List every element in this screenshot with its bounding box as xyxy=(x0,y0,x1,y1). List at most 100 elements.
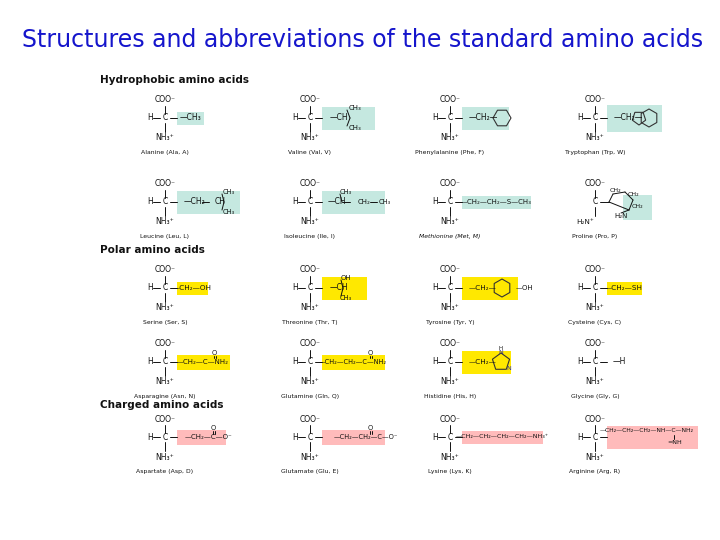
Text: COO⁻: COO⁻ xyxy=(585,415,606,423)
Text: Lysine (Lys, K): Lysine (Lys, K) xyxy=(428,469,472,474)
Text: —CH₂—: —CH₂— xyxy=(469,113,498,123)
Text: NH₃⁺: NH₃⁺ xyxy=(441,303,459,313)
Text: NH₃⁺: NH₃⁺ xyxy=(301,133,320,143)
Text: CH₃: CH₃ xyxy=(223,189,235,195)
FancyBboxPatch shape xyxy=(606,426,698,449)
Text: C: C xyxy=(307,113,312,123)
Text: Threonine (Thr, T): Threonine (Thr, T) xyxy=(282,320,338,325)
Text: Charged amino acids: Charged amino acids xyxy=(100,400,223,410)
Text: —CH: —CH xyxy=(328,198,346,206)
Text: COO⁻: COO⁻ xyxy=(439,96,461,105)
Text: C: C xyxy=(447,198,453,206)
Text: NH₃⁺: NH₃⁺ xyxy=(156,377,174,387)
Text: Cysteine (Cys, C): Cysteine (Cys, C) xyxy=(568,320,621,325)
Text: Polar amino acids: Polar amino acids xyxy=(100,245,205,255)
Text: —CH₂—: —CH₂— xyxy=(614,113,644,123)
Text: H: H xyxy=(432,433,438,442)
Text: H: H xyxy=(577,433,583,442)
Text: Glutamine (Gln, Q): Glutamine (Gln, Q) xyxy=(281,394,339,399)
Text: —CH₃: —CH₃ xyxy=(179,113,201,123)
Text: CH₃: CH₃ xyxy=(348,105,361,111)
FancyBboxPatch shape xyxy=(623,194,652,219)
Text: NH₃⁺: NH₃⁺ xyxy=(585,133,604,143)
Text: Isoleucine (Ile, I): Isoleucine (Ile, I) xyxy=(284,234,336,239)
Text: H: H xyxy=(147,433,153,442)
Text: —CH₂—CH₂—CH₂—CH₂—NH₃⁺: —CH₂—CH₂—CH₂—CH₂—NH₃⁺ xyxy=(456,435,549,440)
Text: CH₃: CH₃ xyxy=(348,125,361,131)
Text: COO⁻: COO⁻ xyxy=(300,415,320,423)
Text: C: C xyxy=(163,198,168,206)
Text: COO⁻: COO⁻ xyxy=(155,266,176,274)
Text: NH₃⁺: NH₃⁺ xyxy=(585,303,604,313)
Text: H: H xyxy=(432,198,438,206)
Text: Serine (Ser, S): Serine (Ser, S) xyxy=(143,320,187,325)
Text: C: C xyxy=(593,113,598,123)
Text: O: O xyxy=(212,350,217,356)
Text: Proline (Pro, P): Proline (Pro, P) xyxy=(572,234,618,239)
Text: NH₃⁺: NH₃⁺ xyxy=(156,218,174,226)
Text: C: C xyxy=(307,357,312,367)
Text: COO⁻: COO⁻ xyxy=(439,179,461,188)
Text: C: C xyxy=(163,357,168,367)
Text: C: C xyxy=(163,433,168,442)
Text: CH₃: CH₃ xyxy=(340,189,352,195)
FancyBboxPatch shape xyxy=(176,429,225,444)
Text: C: C xyxy=(593,433,598,442)
Text: H: H xyxy=(432,357,438,367)
Text: NH₃⁺: NH₃⁺ xyxy=(441,133,459,143)
Text: H₂N⁺: H₂N⁺ xyxy=(576,219,594,225)
Text: C: C xyxy=(163,113,168,123)
Text: C: C xyxy=(447,433,453,442)
Text: COO⁻: COO⁻ xyxy=(155,340,176,348)
Text: H: H xyxy=(147,357,153,367)
Text: Glutamate (Glu, E): Glutamate (Glu, E) xyxy=(281,469,339,474)
Text: —CH₂—CH₂—C—O⁻: —CH₂—CH₂—C—O⁻ xyxy=(334,434,398,440)
Text: Structures and abbreviations of the standard amino acids: Structures and abbreviations of the stan… xyxy=(22,28,703,52)
Text: CH₂: CH₂ xyxy=(609,187,621,192)
Text: —CH₂—SH: —CH₂—SH xyxy=(605,285,643,291)
Text: H: H xyxy=(432,113,438,123)
FancyBboxPatch shape xyxy=(462,350,510,374)
Text: O: O xyxy=(367,425,373,431)
Text: NH₃⁺: NH₃⁺ xyxy=(156,133,174,143)
FancyBboxPatch shape xyxy=(322,191,384,213)
FancyBboxPatch shape xyxy=(462,195,531,208)
Text: OH: OH xyxy=(341,275,351,281)
Text: C: C xyxy=(593,284,598,293)
Text: CH₂: CH₂ xyxy=(631,204,643,208)
FancyBboxPatch shape xyxy=(176,354,230,369)
Text: COO⁻: COO⁻ xyxy=(155,96,176,105)
Text: CH₂: CH₂ xyxy=(627,192,639,197)
Text: Leucine (Leu, L): Leucine (Leu, L) xyxy=(140,234,189,239)
FancyBboxPatch shape xyxy=(322,429,384,444)
Text: H: H xyxy=(292,113,298,123)
Text: Aspartate (Asp, D): Aspartate (Asp, D) xyxy=(136,469,194,474)
Text: —CH₂—C—NH₂: —CH₂—C—NH₂ xyxy=(177,359,229,365)
Text: Methionine (Met, M): Methionine (Met, M) xyxy=(419,234,481,239)
Text: C: C xyxy=(447,284,453,293)
Text: COO⁻: COO⁻ xyxy=(300,340,320,348)
Text: —CH₂: —CH₂ xyxy=(184,198,206,206)
Text: C: C xyxy=(307,198,312,206)
Text: CH₂: CH₂ xyxy=(358,199,371,205)
Text: H: H xyxy=(292,433,298,442)
Text: N: N xyxy=(507,366,511,370)
Text: Hydrophobic amino acids: Hydrophobic amino acids xyxy=(100,75,249,85)
Text: NH₃⁺: NH₃⁺ xyxy=(156,453,174,462)
Text: COO⁻: COO⁻ xyxy=(300,266,320,274)
Text: H: H xyxy=(147,198,153,206)
Text: COO⁻: COO⁻ xyxy=(439,415,461,423)
Text: —CH: —CH xyxy=(330,113,348,123)
Text: C: C xyxy=(307,284,312,293)
Text: —CH₂—: —CH₂— xyxy=(469,285,497,291)
Text: H: H xyxy=(499,346,503,350)
Text: C: C xyxy=(307,433,312,442)
Text: NH₃⁺: NH₃⁺ xyxy=(441,453,459,462)
Text: CH₃: CH₃ xyxy=(379,199,391,205)
Text: H: H xyxy=(147,284,153,293)
Text: H₂N: H₂N xyxy=(614,213,628,219)
Text: COO⁻: COO⁻ xyxy=(439,340,461,348)
FancyBboxPatch shape xyxy=(462,430,542,443)
FancyBboxPatch shape xyxy=(176,281,207,294)
Text: H: H xyxy=(292,198,298,206)
